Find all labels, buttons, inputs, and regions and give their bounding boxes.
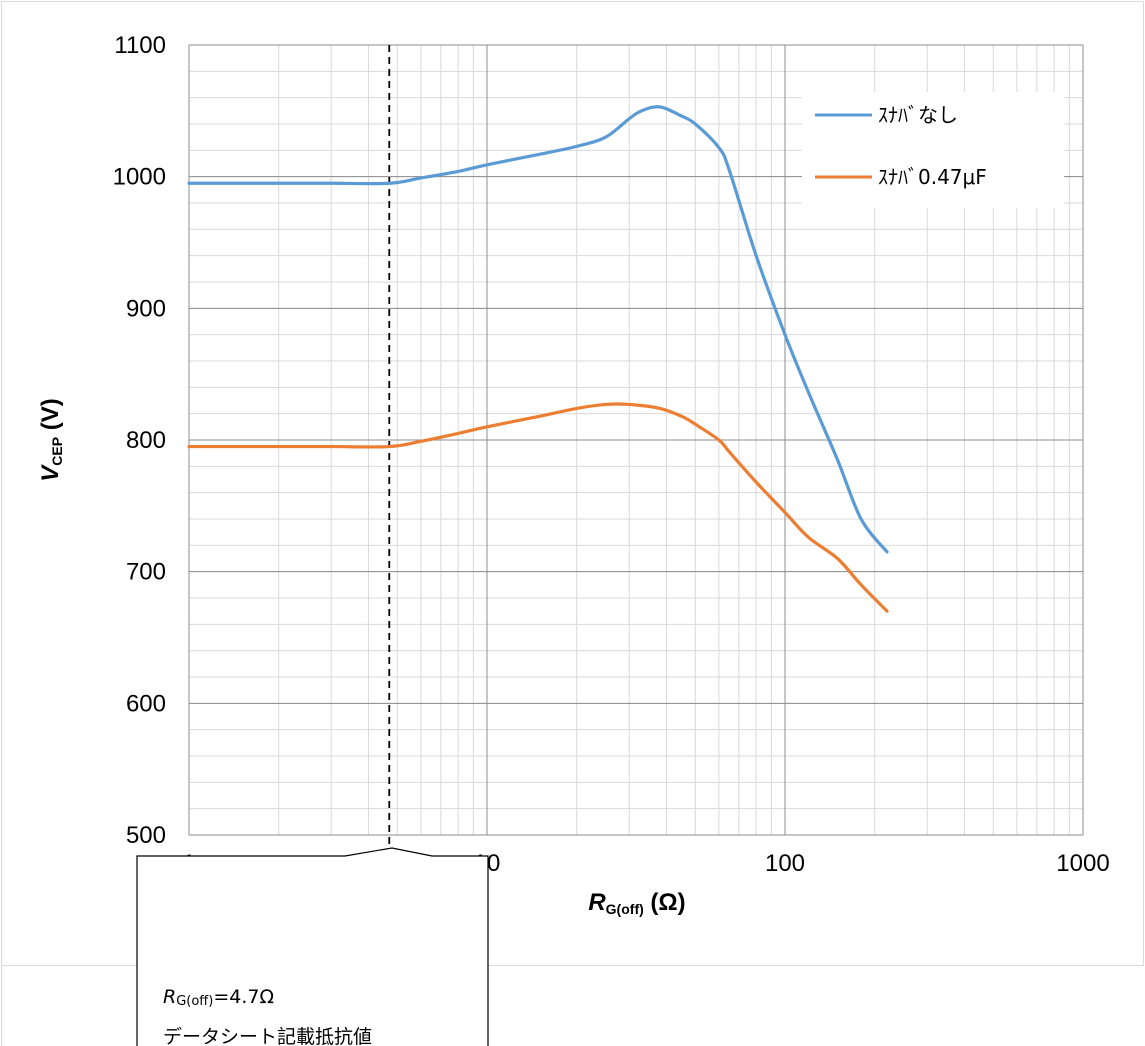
y-axis-title: VCEP (V) bbox=[37, 398, 65, 481]
y-tick-label: 1000 bbox=[113, 164, 166, 191]
legend-item-no-snubber: ｽﾅﾊﾞなし bbox=[815, 103, 958, 127]
y-tick-label: 900 bbox=[126, 295, 166, 322]
grid bbox=[188, 44, 1084, 836]
legend: ｽﾅﾊﾞなし ｽﾅﾊﾞ0.47μF bbox=[802, 92, 1064, 208]
y-tick-label: 600 bbox=[126, 690, 166, 717]
y-tick-labels: 500 600 700 800 900 1000 1100 bbox=[113, 32, 166, 849]
y-tick-label: 1100 bbox=[114, 32, 166, 59]
series-layer bbox=[187, 105, 889, 613]
y-tick-label: 500 bbox=[126, 822, 166, 849]
callout-line2: データシート記載抵抗値 bbox=[163, 1026, 372, 1046]
legend-item-snubber-047: ｽﾅﾊﾞ0.47μF bbox=[815, 165, 987, 189]
legend-label-snubber-047: ｽﾅﾊﾞ0.47μF bbox=[878, 165, 987, 189]
y-tick-label: 800 bbox=[126, 427, 166, 454]
legend-background bbox=[802, 92, 1064, 208]
series-line-2 bbox=[187, 402, 889, 613]
series-line-1 bbox=[187, 105, 889, 554]
y-tick-label: 700 bbox=[126, 559, 166, 586]
callout: RG(off)=4.7Ω データシート記載抵抗値 bbox=[136, 847, 489, 1046]
callout-box bbox=[136, 847, 489, 1046]
x-axis-title: RG(off) (Ω) bbox=[588, 889, 685, 917]
legend-label-no-snubber: ｽﾅﾊﾞなし bbox=[878, 103, 958, 127]
callout-line1: RG(off)=4.7Ω bbox=[163, 986, 274, 1009]
x-tick-label: 100 bbox=[765, 850, 805, 877]
x-tick-label: 1000 bbox=[1056, 850, 1109, 877]
